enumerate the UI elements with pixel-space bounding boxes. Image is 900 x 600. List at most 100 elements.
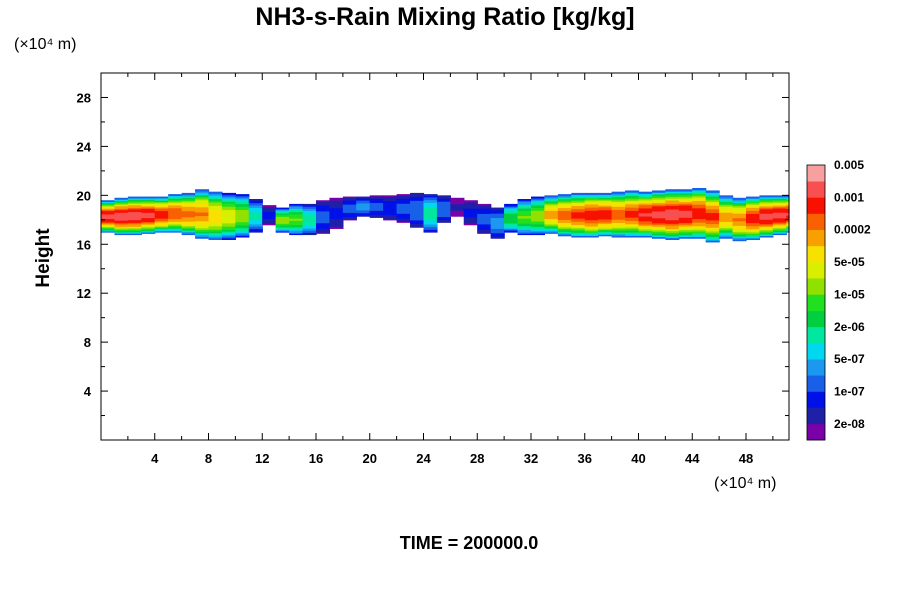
contour-cell — [678, 204, 693, 208]
contour-cell — [490, 221, 505, 224]
contour-cell — [127, 212, 142, 215]
contour-cell — [571, 216, 586, 219]
contour-cell — [719, 230, 734, 233]
contour-cell — [127, 214, 142, 217]
contour-cell — [665, 210, 680, 214]
contour-cell — [316, 207, 331, 210]
contour-cell — [638, 207, 653, 211]
contour-cell — [410, 192, 425, 195]
contour-cell — [504, 218, 519, 221]
contour-cell — [531, 211, 546, 214]
contour-cell — [383, 208, 398, 210]
contour-cell — [396, 195, 411, 197]
contour-cell — [611, 196, 626, 199]
contour-cell — [463, 208, 478, 211]
contour-cell — [517, 223, 532, 225]
contour-cell — [611, 219, 626, 222]
contour-cell — [517, 202, 532, 205]
contour-cell — [705, 199, 720, 203]
contour-cell — [517, 219, 532, 222]
contour-cell — [772, 224, 787, 227]
contour-cell — [611, 225, 626, 228]
contour-cell — [477, 217, 492, 220]
contour-cell — [289, 219, 304, 221]
contour-cell — [114, 223, 129, 226]
contour-cell — [195, 225, 210, 229]
contour-cell — [759, 205, 774, 208]
contour-cell — [598, 218, 613, 222]
contour-cell — [504, 208, 519, 211]
contour-cell — [772, 231, 787, 234]
contour-cell — [598, 211, 613, 214]
contour-cell — [316, 214, 331, 217]
contour-cell — [316, 227, 331, 230]
contour-cell — [410, 199, 425, 201]
contour-cell — [396, 219, 411, 221]
contour-cell — [101, 211, 116, 214]
contour-cell — [544, 206, 559, 209]
contour-cell — [544, 222, 559, 225]
contour-cell — [678, 225, 693, 229]
contour-cell — [665, 228, 680, 232]
contour-cell — [477, 230, 492, 232]
contour-cell — [598, 215, 613, 218]
contour-cell — [436, 205, 451, 208]
contour-cell — [221, 207, 236, 211]
contour-cell — [141, 220, 156, 223]
contour-cell — [221, 229, 236, 232]
contour-cell — [248, 203, 263, 206]
contour-cell — [302, 221, 317, 224]
x-tick-label: 16 — [309, 451, 323, 466]
contour-cell — [678, 222, 693, 225]
contour-cell — [410, 221, 425, 223]
contour-cell — [101, 226, 116, 229]
contour-cell — [114, 222, 129, 225]
contour-cell — [316, 226, 331, 228]
contour-cell — [221, 227, 236, 231]
contour-cell — [141, 217, 156, 220]
contour-cell — [611, 207, 626, 211]
contour-cell — [477, 224, 492, 227]
contour-cell — [651, 200, 666, 203]
contour-cell — [114, 221, 129, 224]
colorbar-swatch — [807, 294, 825, 311]
contour-cell — [168, 198, 183, 201]
contour-cell — [127, 216, 142, 219]
contour-cell — [786, 196, 790, 199]
contour-cell — [463, 208, 478, 210]
contour-cell — [625, 230, 640, 233]
contour-cell — [329, 225, 344, 227]
contour-cell — [678, 229, 693, 232]
contour-cell — [114, 214, 129, 217]
contour-cell — [168, 219, 183, 222]
contour-cell — [584, 213, 599, 216]
contour-cell — [114, 201, 129, 204]
contour-cell — [746, 201, 761, 204]
contour-cell — [275, 216, 290, 218]
contour-cell — [638, 202, 653, 206]
contour-cell — [665, 223, 680, 226]
contour-cell — [786, 230, 790, 233]
contour-cell — [504, 210, 519, 213]
contour-cell — [557, 210, 572, 213]
contour-cell — [195, 213, 210, 217]
contour-cell — [732, 222, 747, 225]
contour-cell — [719, 233, 734, 236]
contour-cell — [383, 200, 398, 203]
colorbar-swatch — [807, 310, 825, 328]
contour-cell — [154, 228, 169, 231]
contour-cell — [584, 229, 599, 232]
contour-cell — [638, 235, 653, 238]
colorbar-label: 2e-08 — [834, 417, 865, 431]
contour-cell — [611, 232, 626, 235]
contour-cell — [329, 215, 344, 217]
contour-cell — [705, 223, 720, 226]
contour-cell — [316, 210, 331, 213]
contour-cell — [504, 230, 519, 232]
contour-cell — [262, 223, 277, 226]
contour-cell — [181, 212, 196, 215]
contour-cell — [625, 220, 640, 223]
contour-cell — [450, 206, 465, 208]
contour-cell — [396, 209, 411, 211]
contour-cell — [611, 214, 626, 217]
